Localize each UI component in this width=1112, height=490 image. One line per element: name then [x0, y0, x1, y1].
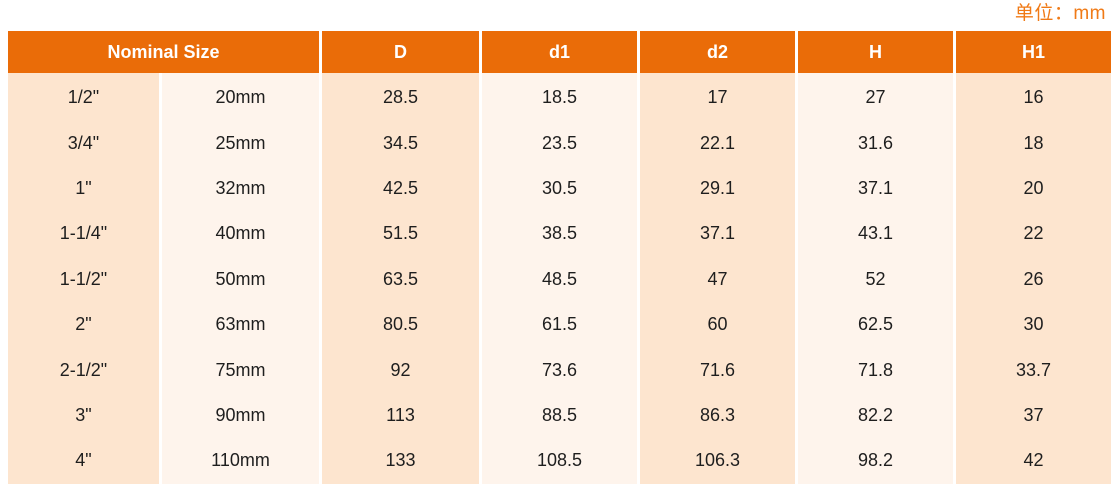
size-inch-cell: 3"	[8, 392, 162, 439]
h-cell: 27	[798, 73, 956, 121]
d1-cell: 23.5	[482, 120, 640, 166]
table-row: 4" 110mm 133 108.5 106.3 98.2 42	[8, 438, 1111, 484]
size-inch-cell: 2"	[8, 301, 162, 348]
size-mm-cell: 40mm	[162, 211, 322, 257]
h1-cell: 26	[956, 256, 1111, 302]
h-cell: 71.8	[798, 347, 956, 393]
h1-cell: 16	[956, 73, 1111, 121]
size-mm-cell: 75mm	[162, 347, 322, 393]
table-row: 3" 90mm 113 88.5 86.3 82.2 37	[8, 392, 1111, 439]
h1-cell: 33.7	[956, 347, 1111, 393]
table-row: 1" 32mm 42.5 30.5 29.1 37.1 20	[8, 165, 1111, 212]
h-cell: 62.5	[798, 301, 956, 348]
h-cell: 37.1	[798, 165, 956, 212]
size-inch-cell: 1-1/4"	[8, 211, 162, 257]
d-cell: 80.5	[322, 301, 482, 348]
size-inch-cell: 1/2"	[8, 73, 162, 121]
d1-cell: 18.5	[482, 73, 640, 121]
h-cell: 43.1	[798, 211, 956, 257]
header-h1: H1	[956, 31, 1111, 73]
d2-cell: 22.1	[640, 120, 798, 166]
size-inch-cell: 3/4"	[8, 120, 162, 166]
h1-cell: 37	[956, 392, 1111, 439]
d1-cell: 30.5	[482, 165, 640, 212]
d2-cell: 71.6	[640, 347, 798, 393]
d2-cell: 37.1	[640, 211, 798, 257]
d-cell: 133	[322, 438, 482, 484]
h-cell: 31.6	[798, 120, 956, 166]
d2-cell: 86.3	[640, 392, 798, 439]
d1-cell: 108.5	[482, 438, 640, 484]
d1-cell: 48.5	[482, 256, 640, 302]
h-cell: 82.2	[798, 392, 956, 439]
h1-cell: 20	[956, 165, 1111, 212]
unit-label: 单位：mm	[1014, 3, 1106, 24]
table-row: 3/4" 25mm 34.5 23.5 22.1 31.6 18	[8, 120, 1111, 166]
h-cell: 52	[798, 256, 956, 302]
d2-cell: 106.3	[640, 438, 798, 484]
d2-cell: 60	[640, 301, 798, 348]
h1-cell: 18	[956, 120, 1111, 166]
size-inch-cell: 2-1/2"	[8, 347, 162, 393]
d-cell: 51.5	[322, 211, 482, 257]
d-cell: 34.5	[322, 120, 482, 166]
size-mm-cell: 50mm	[162, 256, 322, 302]
table-row: 1-1/2" 50mm 63.5 48.5 47 52 26	[8, 256, 1111, 302]
header-d: D	[322, 31, 482, 73]
d-cell: 63.5	[322, 256, 482, 302]
d1-cell: 38.5	[482, 211, 640, 257]
size-mm-cell: 63mm	[162, 301, 322, 348]
d2-cell: 47	[640, 256, 798, 302]
header-h: H	[798, 31, 956, 73]
h1-cell: 22	[956, 211, 1111, 257]
size-inch-cell: 4"	[8, 438, 162, 484]
h1-cell: 30	[956, 301, 1111, 348]
size-mm-cell: 110mm	[162, 438, 322, 484]
d1-cell: 73.6	[482, 347, 640, 393]
h1-cell: 42	[956, 438, 1111, 484]
table-row: 1-1/4" 40mm 51.5 38.5 37.1 43.1 22	[8, 211, 1111, 257]
size-mm-cell: 25mm	[162, 120, 322, 166]
size-mm-cell: 90mm	[162, 392, 322, 439]
d-cell: 113	[322, 392, 482, 439]
d-cell: 42.5	[322, 165, 482, 212]
dimension-table: Nominal Size D d1 d2 H H1 1/2" 20mm 28.5 18…	[8, 31, 1111, 484]
size-mm-cell: 20mm	[162, 73, 322, 121]
size-mm-cell: 32mm	[162, 165, 322, 212]
table-row: 2-1/2" 75mm 92 73.6 71.6 71.8 33.7	[8, 347, 1111, 393]
d1-cell: 88.5	[482, 392, 640, 439]
header-d1: d1	[482, 31, 640, 73]
h-cell: 98.2	[798, 438, 956, 484]
table-row: 2" 63mm 80.5 61.5 60 62.5 30	[8, 301, 1111, 348]
header-d2: d2	[640, 31, 798, 73]
d-cell: 28.5	[322, 73, 482, 121]
size-inch-cell: 1-1/2"	[8, 256, 162, 302]
d2-cell: 29.1	[640, 165, 798, 212]
size-inch-cell: 1"	[8, 165, 162, 212]
d-cell: 92	[322, 347, 482, 393]
d1-cell: 61.5	[482, 301, 640, 348]
table-body: 1/2" 20mm 28.5 18.5 17 27 16 3/4" 25mm 34.5 23.5 22…	[8, 73, 1111, 484]
header-row: Nominal Size D d1 d2 H H1	[8, 31, 1111, 73]
table-row: 1/2" 20mm 28.5 18.5 17 27 16	[8, 73, 1111, 121]
d2-cell: 17	[640, 73, 798, 121]
header-nominal-size: Nominal Size	[8, 31, 322, 73]
